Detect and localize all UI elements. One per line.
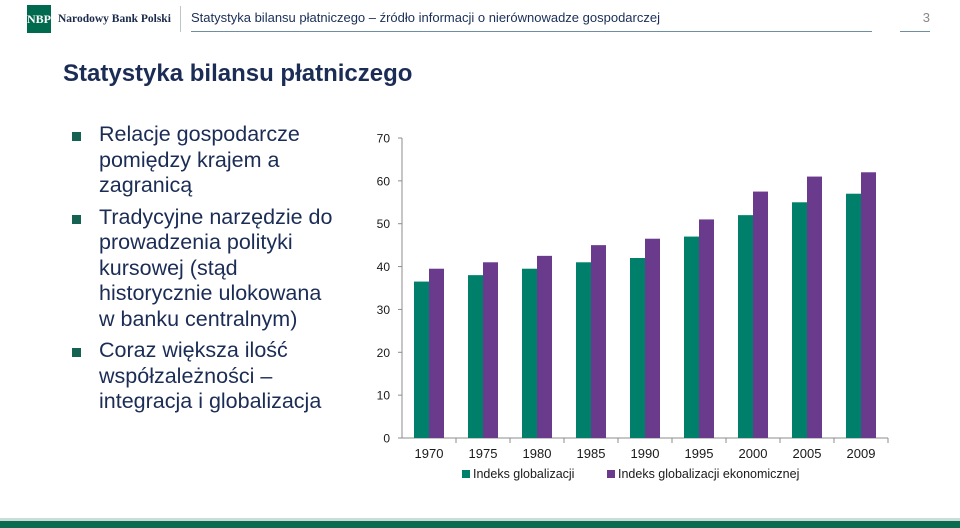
x-tick-label: 2000: [739, 446, 768, 461]
bullet-item: Relacje gospodarcze pomiędzy krajem a za…: [72, 122, 342, 199]
slide-subtitle: Statystyka bilansu płatniczego – źródło …: [191, 10, 660, 25]
y-tick-label: 30: [377, 303, 391, 317]
slide-title: Statystyka bilansu płatniczego: [63, 60, 413, 87]
y-tick-label: 60: [377, 174, 391, 188]
bar-economic-globalization: [591, 245, 606, 438]
legend-swatch: [462, 470, 470, 478]
bar-globalization: [414, 281, 429, 438]
y-tick-label: 50: [377, 217, 391, 231]
page-number: 3: [922, 10, 930, 25]
nbp-logo-mark: NBP: [27, 5, 51, 33]
header-underline: [191, 31, 872, 32]
bullet-text: Tradycyjne narzędzie do prowadzenia poli…: [99, 204, 333, 331]
x-tick-label: 2009: [847, 446, 876, 461]
x-tick-label: 1985: [577, 446, 606, 461]
bar-economic-globalization: [537, 255, 552, 438]
page-number-underline: [900, 31, 930, 32]
bullet-square-icon: [72, 214, 81, 224]
y-tick-label: 0: [383, 432, 390, 446]
legend-label: Indeks globalizacji ekonomicznej: [618, 467, 799, 481]
bullet-item: Coraz większa ilość współzależności – in…: [72, 338, 342, 415]
bar-globalization: [684, 236, 699, 438]
x-tick-label: 1975: [469, 446, 498, 461]
bullet-square-icon: [72, 132, 81, 141]
bar-economic-globalization: [699, 219, 714, 438]
bullet-square-icon: [72, 348, 81, 357]
bar-globalization: [630, 258, 645, 438]
bullet-list: Relacje gospodarcze pomiędzy krajem a za…: [72, 122, 342, 421]
bar-economic-globalization: [753, 191, 768, 438]
x-tick-label: 1995: [685, 446, 714, 461]
bullet-text: Relacje gospodarcze pomiędzy krajem a za…: [99, 122, 300, 197]
bullet-item: Tradycyjne narzędzie do prowadzenia poli…: [72, 205, 342, 333]
nbp-logo: NBP Narodowy Bank Polski: [27, 5, 171, 33]
bar-globalization: [846, 193, 861, 438]
y-tick-label: 20: [377, 346, 391, 360]
x-tick-label: 1980: [523, 446, 552, 461]
legend-swatch: [607, 470, 615, 478]
x-tick-label: 2005: [793, 446, 822, 461]
bar-economic-globalization: [645, 238, 660, 438]
y-tick-label: 40: [377, 260, 391, 274]
bullet-text: Coraz większa ilość współzależności – in…: [99, 338, 322, 413]
bar-globalization: [576, 262, 591, 438]
y-tick-label: 70: [377, 132, 391, 146]
bar-economic-globalization: [429, 268, 444, 438]
x-tick-label: 1990: [631, 446, 660, 461]
bar-economic-globalization: [483, 262, 498, 438]
bar-economic-globalization: [807, 176, 822, 439]
x-tick-label: 1970: [415, 446, 444, 461]
legend-label: Indeks globalizacji: [473, 467, 574, 481]
globalization-bar-chart: 0 10 20 30 40 50 60 70 1970 1975 1980 1985 1990 1995 2…: [377, 132, 889, 481]
bar-globalization: [792, 202, 807, 438]
bar-economic-globalization: [861, 172, 876, 438]
bar-globalization: [738, 215, 753, 438]
footer-stripe-light: [0, 518, 960, 521]
footer-stripe: [0, 521, 960, 528]
nbp-logo-text: Narodowy Bank Polski: [58, 13, 171, 25]
y-tick-label: 10: [377, 389, 391, 403]
header-divider: [180, 6, 871, 32]
bar-globalization: [468, 275, 483, 438]
bar-globalization: [522, 268, 537, 438]
